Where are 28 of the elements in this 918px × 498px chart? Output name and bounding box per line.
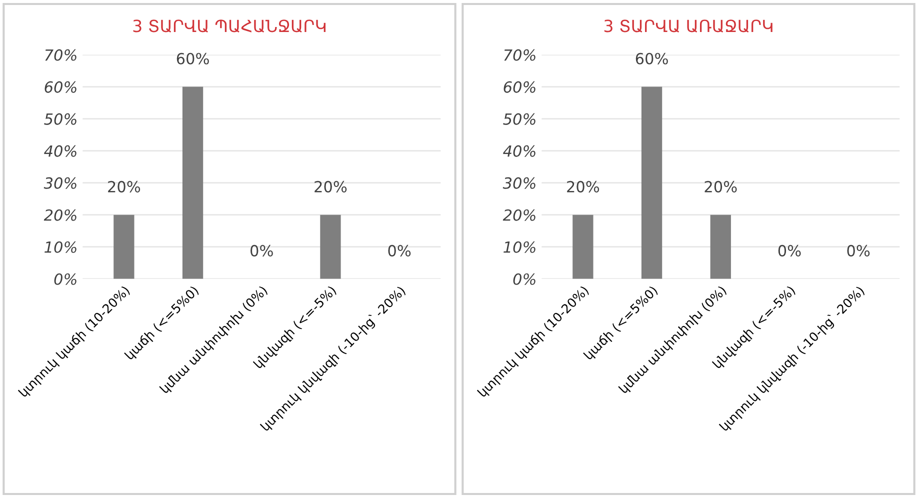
y-tick-label: 70% [504,49,536,61]
y-tick-label: 10% [504,241,536,253]
y-tick-label: 50% [44,113,76,125]
data-label: 20% [314,180,347,192]
data-label: 20% [108,180,140,192]
y-tick-label: 40% [503,145,536,157]
y-tick-label: 50% [503,113,536,125]
chart-title: 3 ՏԱՐՎԱ ԱՌԱՋԱՐԿ [604,20,772,32]
y-tick-label: 60% [504,81,536,93]
y-tick-label: 40% [44,145,76,157]
y-tick-label: 30% [44,177,76,189]
y-tick-label: 20% [44,209,76,221]
y-tick-label: 0% [54,273,76,285]
chart-title: 3 ՏԱՐՎԱ ՊԱՀԱՆՋԱՐԿ [133,20,326,32]
data-label: 0% [388,244,411,256]
y-tick-label: 60% [44,81,76,93]
y-tick-label: 70% [45,49,76,61]
data-label: 0% [778,244,801,256]
y-tick-label: 20% [502,209,536,221]
data-label: 0% [250,244,273,256]
y-tick-label: 0% [513,273,536,285]
data-label: 60% [636,52,668,64]
data-label: 0% [847,244,870,256]
data-label: 60% [176,52,209,64]
y-tick-label: 30% [502,177,536,189]
data-label: 20% [567,180,600,192]
y-tick-label: 10% [44,241,76,253]
data-label: 20% [704,180,737,192]
